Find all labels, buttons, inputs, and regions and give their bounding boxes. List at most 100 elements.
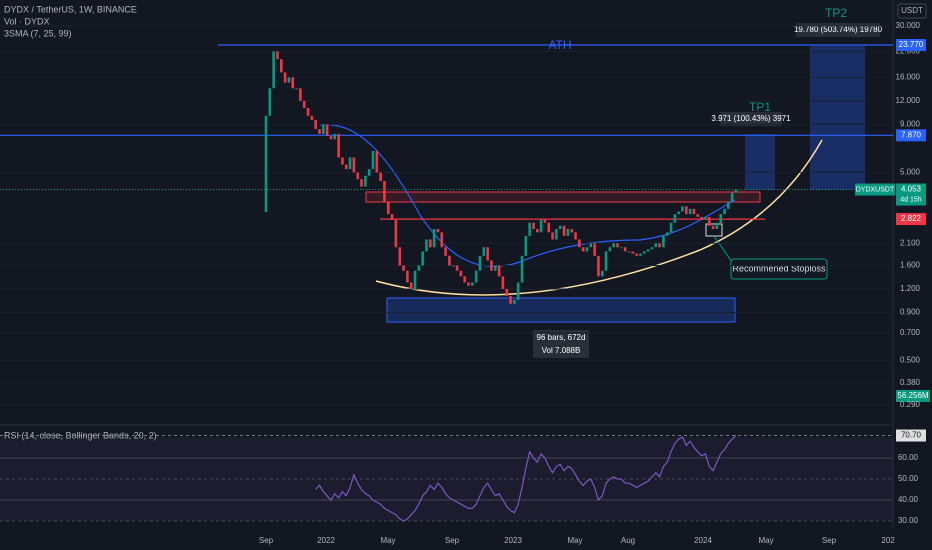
candle-body xyxy=(551,232,554,240)
x-tick-label: 2023 xyxy=(504,536,522,545)
candle-body xyxy=(715,222,719,230)
candle-body xyxy=(398,247,402,266)
candle-body xyxy=(329,136,333,140)
candle-body xyxy=(501,276,505,289)
candle-body xyxy=(325,124,329,137)
candle-body xyxy=(608,247,612,252)
candle-body xyxy=(558,225,562,230)
level-tag xyxy=(896,39,926,52)
candle-body xyxy=(299,88,302,101)
candle-body xyxy=(528,222,531,236)
candle-body xyxy=(474,270,478,283)
price-label: 4.053 xyxy=(901,185,922,194)
stoploss-label: Recommened Stoploss xyxy=(732,263,826,273)
candle-body xyxy=(394,219,398,248)
candle-body xyxy=(589,243,593,248)
x-tick-label: May xyxy=(380,536,395,545)
candle-body xyxy=(402,265,405,271)
level-label: 7.870 xyxy=(901,130,922,139)
y-tick-label: 0.500 xyxy=(900,356,921,365)
candle-body xyxy=(646,249,650,252)
candle-body xyxy=(409,282,413,289)
y-tick-label: 0.700 xyxy=(900,328,921,337)
candle-body xyxy=(730,192,734,202)
candle-body xyxy=(593,243,596,256)
candle-body xyxy=(642,251,646,254)
candle-body xyxy=(692,208,696,215)
candle-body xyxy=(333,133,337,140)
currency-box[interactable] xyxy=(897,3,927,19)
resistance-box xyxy=(365,191,761,203)
candle-body xyxy=(322,124,325,134)
candle-body xyxy=(406,270,409,283)
y-tick-label: 0.290 xyxy=(900,400,921,409)
tp2-info: 19.780 (503.74%) 19780 xyxy=(794,25,883,34)
candle-body xyxy=(635,253,638,256)
candle-body xyxy=(448,255,451,266)
y-tick-label: 9.000 xyxy=(900,119,921,128)
candle-body xyxy=(451,265,455,267)
candle-body xyxy=(455,265,459,271)
candle-body xyxy=(696,214,700,217)
candle-body xyxy=(268,88,272,116)
candle-body xyxy=(658,243,661,248)
candle-body xyxy=(566,229,570,236)
candle-body xyxy=(543,219,547,223)
candle-body xyxy=(711,225,715,230)
candle-body xyxy=(685,206,688,215)
rsi-tick-label: 30.00 xyxy=(898,516,919,525)
sma-legend: 3SMA (7, 25, 99) xyxy=(4,28,72,38)
candle-body xyxy=(612,243,616,248)
candle-body xyxy=(375,150,379,173)
currency: USDT xyxy=(901,6,923,15)
candle-body xyxy=(341,157,344,165)
y-tick-label: 5.000 xyxy=(900,167,921,176)
candle-body xyxy=(318,129,321,134)
candle-body xyxy=(585,247,589,252)
candle-body xyxy=(620,247,623,249)
rsi-tick-label: 40.00 xyxy=(898,495,919,504)
range-box xyxy=(386,297,736,323)
stoploss-callout xyxy=(730,258,828,280)
candle-body xyxy=(734,189,738,193)
candle-body xyxy=(264,115,268,212)
x-tick-label: May xyxy=(758,536,773,545)
candle-body xyxy=(650,247,654,250)
candle-body xyxy=(364,175,367,187)
candle-body xyxy=(425,239,428,252)
candle-body xyxy=(727,201,730,209)
candle-body xyxy=(555,229,558,240)
x-tick-label: Aug xyxy=(621,536,635,545)
candle-body xyxy=(283,72,287,83)
volume-label: 56.256M xyxy=(897,391,928,400)
y-tick-label: 0.380 xyxy=(900,378,921,387)
candle-body xyxy=(287,77,291,83)
candle-body xyxy=(302,100,306,108)
candle-body xyxy=(348,157,352,170)
candle-body xyxy=(310,115,314,120)
candle-body xyxy=(681,206,684,212)
candle-body xyxy=(463,276,466,283)
candle-body xyxy=(344,164,348,170)
x-tick-label: Sep xyxy=(445,536,460,545)
candle-body xyxy=(639,253,642,256)
candle-body xyxy=(574,232,577,240)
x-tick-label: 202 xyxy=(881,536,895,545)
candle-body xyxy=(532,222,535,230)
candle-body xyxy=(627,251,631,253)
candle-body xyxy=(723,208,726,215)
candle-body xyxy=(654,243,658,248)
y-tick-label: 2.100 xyxy=(900,238,921,247)
candle-body xyxy=(520,255,524,283)
candle-body xyxy=(547,222,551,233)
candle-body xyxy=(459,270,463,277)
range-info-box xyxy=(533,330,589,358)
level-tag xyxy=(896,129,926,142)
candle-body xyxy=(390,214,394,220)
candle-body xyxy=(524,235,528,256)
rsi-current-label: 70.70 xyxy=(901,431,922,440)
candle-body xyxy=(616,243,619,248)
candle-body xyxy=(662,235,665,248)
cup-curve xyxy=(375,139,823,296)
x-tick-label: Sep xyxy=(822,536,837,545)
